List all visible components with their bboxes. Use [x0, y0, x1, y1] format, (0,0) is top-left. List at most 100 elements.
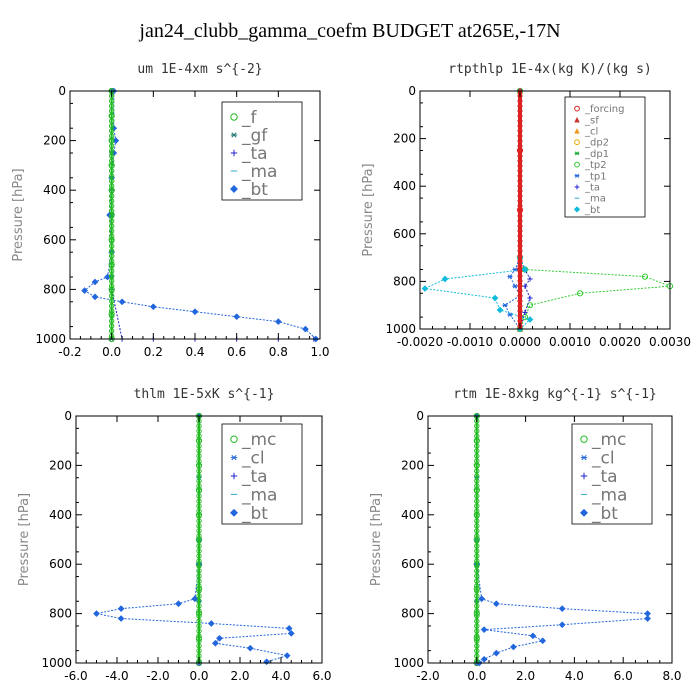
series-line-bt [476, 416, 649, 664]
zero-profile-marker [474, 498, 480, 504]
zero-profile-marker [474, 578, 480, 584]
zero-profile-marker [196, 633, 202, 639]
data-point [509, 643, 517, 651]
zero-profile-marker [108, 233, 115, 239]
legend-entry: _bt [241, 504, 268, 524]
legend-entry: _gf [241, 126, 268, 146]
zero-profile-marker [108, 108, 115, 114]
zero-profile-marker [474, 623, 480, 629]
zero-profile-marker [196, 503, 202, 509]
zero-profile-marker [196, 618, 202, 624]
data-point [441, 275, 449, 283]
zero-profile-marker [108, 158, 115, 164]
x-tick-label: 0.4 [185, 345, 204, 359]
zero-profile-marker [474, 473, 480, 479]
zero-profile-marker [196, 488, 202, 494]
zero-profile-marker [474, 553, 480, 559]
zero-profile-marker [108, 318, 115, 324]
data-point [507, 274, 513, 279]
data-point [91, 293, 99, 301]
x-tick-label: 4.0 [271, 669, 290, 683]
zero-profile-marker [108, 148, 115, 154]
zero-profile-marker [196, 473, 202, 479]
legend-entry: _ma [584, 194, 606, 205]
zero-profile-marker [108, 303, 115, 309]
y-axis-label: Pressure [hPa] [361, 163, 376, 256]
zero-profile-marker [474, 438, 480, 444]
zero-profile-marker [196, 533, 202, 539]
data-point [478, 595, 486, 603]
y-axis-label: Pressure [hPa] [369, 493, 384, 586]
zero-profile-marker [474, 453, 480, 459]
zero-profile-marker [196, 593, 202, 599]
zero-profile-marker [196, 478, 202, 484]
data-point [283, 652, 291, 660]
zero-profile-marker [196, 603, 202, 609]
zero-profile-marker [474, 513, 480, 519]
y-tick-label: 200 [393, 132, 416, 146]
x-tick-label: -0.0020 [397, 335, 443, 349]
zero-profile-marker [196, 538, 202, 544]
panel-3: thlm 1E-5xK s^{-1} Pressure [hPa] -6.0 -4.0… [17, 387, 332, 683]
data-point [421, 285, 429, 292]
zero-profile-marker [474, 608, 480, 614]
series-line-tp1 [504, 91, 521, 330]
legend-box [221, 423, 303, 525]
zero-profile-marker [108, 208, 115, 214]
legend-entry: _forcing [584, 104, 625, 115]
x-tick-label: 0.6 [227, 345, 246, 359]
zero-profile-marker [196, 493, 202, 499]
y-tick-label: 400 [401, 508, 424, 522]
zero-profile-marker [474, 533, 480, 539]
zero-profile-marker [474, 443, 480, 449]
x-tick-label: 8.0 [662, 669, 681, 683]
data-point [285, 624, 293, 632]
zero-profile-marker [108, 323, 115, 329]
zero-profile-marker [474, 563, 480, 569]
zero-profile-marker [474, 613, 480, 619]
x-tick-label: 0.0 [467, 669, 486, 683]
y-axis-label: Pressure [hPa] [17, 493, 32, 586]
data-point [491, 294, 499, 302]
y-tick-label: 1000 [393, 656, 424, 670]
x-tick-label: -2.0 [146, 669, 169, 683]
zero-profile-marker [474, 633, 480, 639]
zero-profile-marker [196, 598, 202, 604]
y-tick-label: 200 [49, 458, 72, 472]
zero-profile-marker [108, 258, 115, 264]
zero-profile-marker [196, 643, 202, 649]
zero-profile-marker [108, 278, 115, 284]
data-point [526, 302, 534, 309]
legend-marker [580, 435, 588, 443]
zero-profile-marker [474, 523, 480, 529]
data-point [576, 290, 584, 297]
legend-marker [574, 116, 580, 123]
zero-profile-marker [108, 173, 115, 179]
zero-profile-marker [474, 468, 480, 474]
legend-entry: _ta [584, 183, 600, 194]
data-point [175, 600, 182, 608]
y-tick-label: 400 [49, 508, 72, 522]
data-point [527, 295, 533, 301]
x-tick-label: 0.8 [269, 345, 288, 359]
zero-profile-marker [108, 98, 115, 104]
y-tick-label: 0 [416, 409, 424, 423]
y-tick-label: 200 [401, 458, 424, 472]
zero-profile-marker [108, 313, 115, 319]
data-point [81, 287, 89, 295]
zero-profile-marker [196, 548, 202, 554]
data-point [558, 605, 566, 613]
data-point [526, 316, 534, 323]
zero-profile-marker [108, 203, 115, 209]
legend-box [571, 423, 653, 525]
zero-profile-marker [196, 638, 202, 644]
zero-profile-marker [108, 153, 115, 159]
data-point [274, 318, 282, 326]
zero-profile-marker [196, 448, 202, 454]
legend-entry: _tp2 [584, 160, 607, 171]
x-tick-label: 6.0 [312, 669, 331, 683]
x-tick-label: 6.0 [614, 669, 633, 683]
data-point [233, 313, 241, 321]
data-point [301, 325, 309, 333]
data-point [502, 303, 508, 308]
